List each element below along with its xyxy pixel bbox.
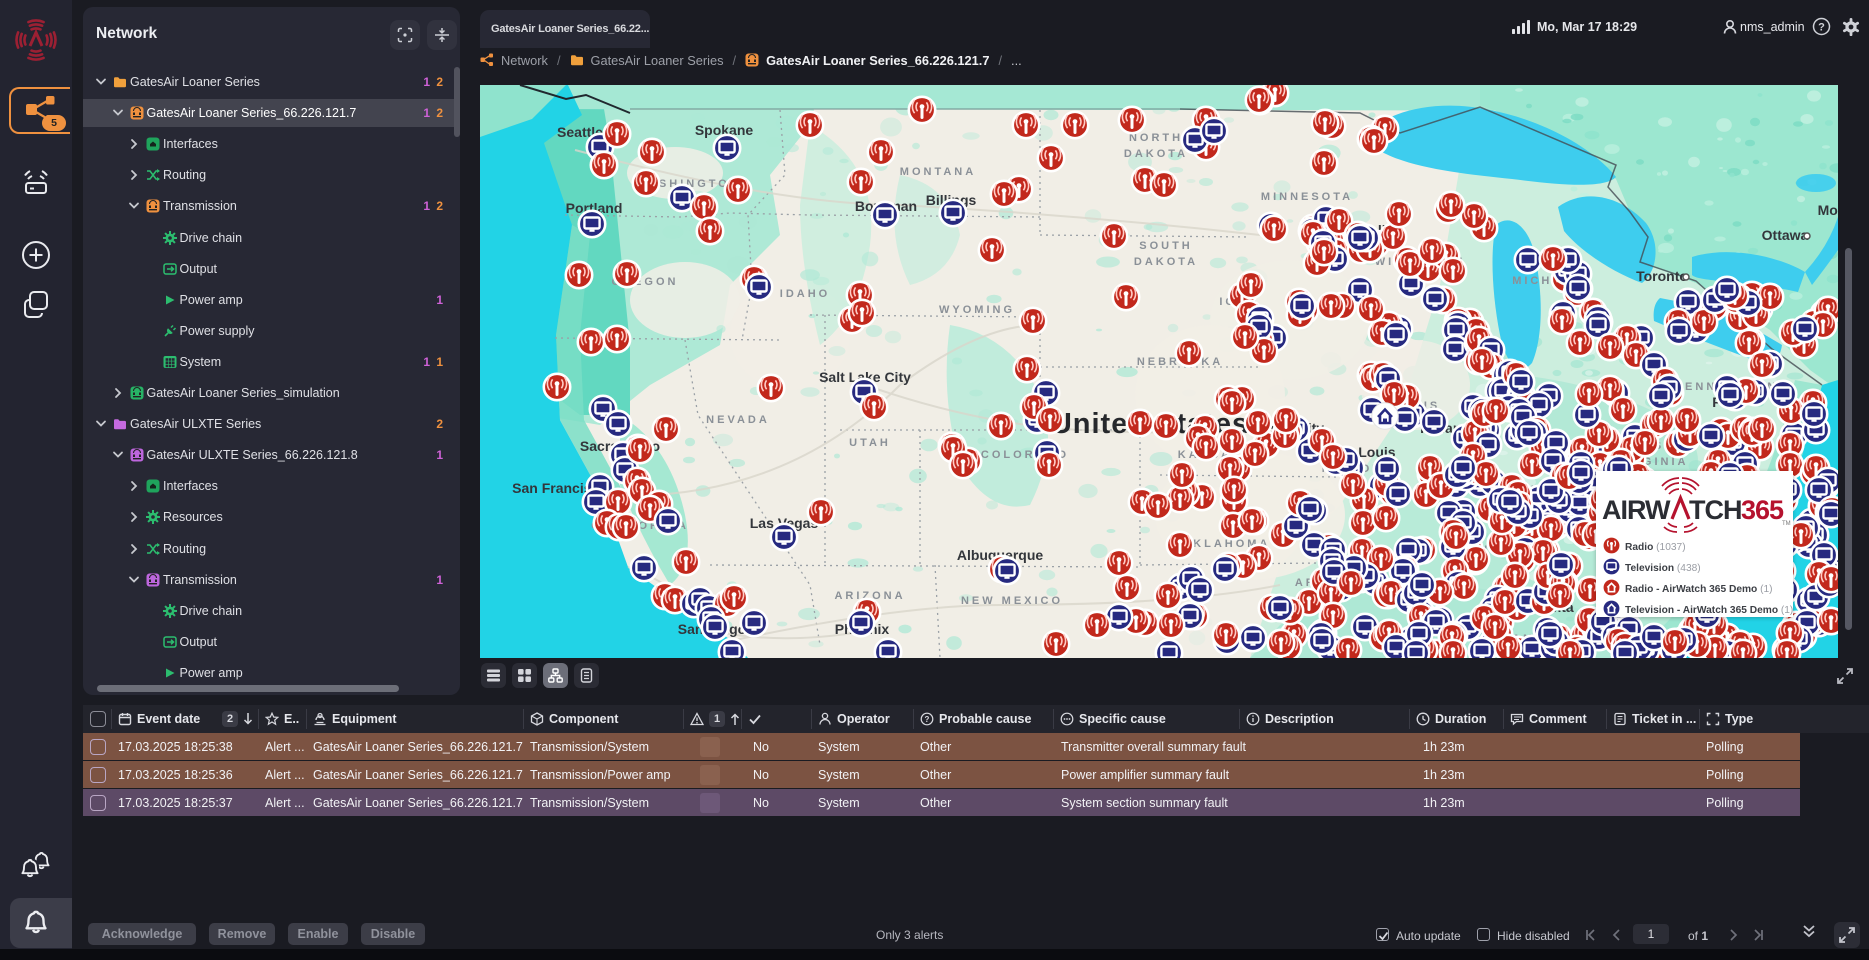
svg-text:Salt Lake City: Salt Lake City xyxy=(819,369,911,385)
svg-text:NORTH: NORTH xyxy=(1129,132,1183,144)
svg-text:Ottawa: Ottawa xyxy=(1762,227,1809,243)
svg-text:Spokane: Spokane xyxy=(695,122,754,138)
svg-text:SOUTH: SOUTH xyxy=(1139,240,1193,252)
svg-text:?: ? xyxy=(925,715,930,724)
svg-text:Mon: Mon xyxy=(1818,202,1838,218)
svg-text:IDAHO: IDAHO xyxy=(780,288,830,300)
svg-text:NEW MEXICO: NEW MEXICO xyxy=(961,595,1063,607)
svg-text:Portland: Portland xyxy=(566,200,623,216)
svg-text:Toronto: Toronto xyxy=(1636,268,1688,284)
svg-text:TM: TM xyxy=(1782,521,1791,527)
svg-text:MINNESOTA: MINNESOTA xyxy=(1261,191,1353,203)
svg-text:NEVADA: NEVADA xyxy=(706,414,770,426)
svg-text:WASHINGTON: WASHINGTON xyxy=(635,178,741,190)
svg-text:?: ? xyxy=(1818,21,1825,33)
svg-text:UTAH: UTAH xyxy=(849,437,891,449)
svg-text:365: 365 xyxy=(1741,495,1784,525)
svg-text:DAKOTA: DAKOTA xyxy=(1124,148,1188,160)
svg-text:TCH: TCH xyxy=(1689,495,1742,525)
svg-text:AIRW: AIRW xyxy=(1602,495,1671,525)
svg-text:ARIZONA: ARIZONA xyxy=(834,590,905,602)
svg-text:MONTANA: MONTANA xyxy=(900,166,976,178)
svg-text:WYOMING: WYOMING xyxy=(939,304,1015,316)
svg-text:DAKOTA: DAKOTA xyxy=(1134,256,1198,268)
svg-text:San Francisco: San Francisco xyxy=(512,480,608,496)
svg-text:OKLAHOMA: OKLAHOMA xyxy=(1182,538,1271,550)
